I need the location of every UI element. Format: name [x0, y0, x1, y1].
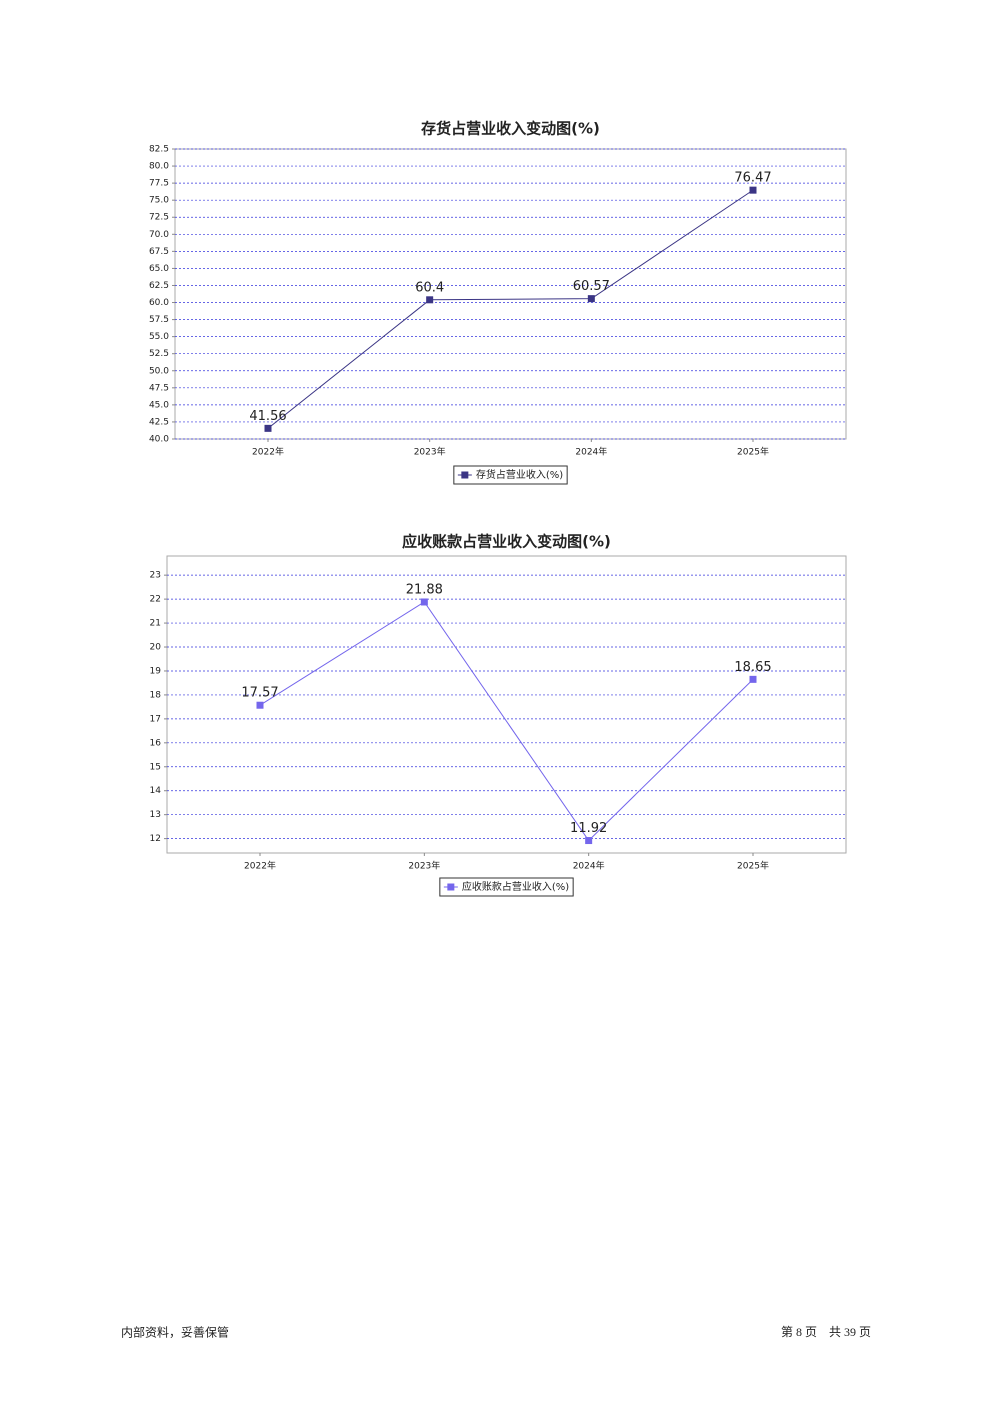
x-tick-label: 2022年: [252, 446, 284, 458]
y-tick-label: 55.0: [149, 332, 169, 342]
point-marker: [426, 296, 434, 304]
data-label: 41.56: [249, 409, 286, 424]
legend-marker: [447, 883, 455, 891]
x-tick-label: 2023年: [414, 446, 446, 458]
x-tick-label: 2025年: [737, 446, 769, 458]
data-label: 60.57: [573, 279, 610, 294]
y-tick-label: 57.5: [149, 315, 169, 325]
data-label: 17.57: [241, 686, 278, 701]
y-tick-label: 14: [150, 786, 162, 796]
x-tick-label: 2025年: [737, 860, 769, 872]
y-tick-label: 18: [150, 690, 162, 700]
y-tick-label: 19: [150, 666, 162, 676]
x-tick-label: 2024年: [575, 446, 607, 458]
point-marker: [749, 186, 757, 194]
y-tick-label: 80.0: [149, 162, 169, 172]
y-tick-label: 15: [150, 762, 161, 772]
x-tick-label: 2022年: [244, 860, 276, 872]
chart-title: 应收账款占营业收入变动图(%): [402, 533, 611, 551]
y-tick-label: 20: [150, 643, 162, 653]
point-marker: [420, 598, 428, 606]
legend-marker: [461, 471, 469, 479]
point-marker: [749, 675, 757, 683]
y-tick-label: 75.0: [149, 196, 169, 206]
point-marker: [587, 295, 595, 303]
legend-label: 应收账款占营业收入(%): [462, 880, 569, 893]
data-label: 76.47: [734, 171, 771, 186]
y-tick-label: 12: [150, 834, 161, 844]
footer-left: 内部资料，妥善保管: [121, 1325, 229, 1340]
y-tick-label: 70.0: [149, 230, 169, 240]
y-tick-label: 72.5: [149, 213, 169, 223]
plot-frame: [166, 555, 847, 854]
point-marker: [264, 424, 272, 432]
x-tick-label: 2024年: [573, 860, 605, 872]
data-label: 18.65: [734, 660, 771, 675]
point-marker: [256, 701, 264, 709]
y-tick-label: 77.5: [149, 179, 169, 189]
series-line: [259, 601, 754, 842]
y-tick-label: 65.0: [149, 264, 169, 274]
legend-box: [453, 465, 568, 485]
y-tick-label: 60.0: [149, 298, 169, 308]
chart-title: 存货占营业收入变动图(%): [421, 120, 600, 138]
legend-label: 存货占营业收入(%): [476, 468, 563, 481]
x-tick-label: 2023年: [408, 860, 440, 872]
y-tick-label: 22: [150, 595, 161, 605]
data-label: 60.4: [415, 280, 444, 295]
y-tick-label: 45.0: [149, 400, 169, 410]
data-label: 21.88: [406, 582, 443, 597]
data-label: 11.92: [570, 821, 607, 836]
y-tick-label: 16: [150, 738, 162, 748]
y-tick-label: 67.5: [149, 247, 169, 257]
point-marker: [585, 837, 593, 845]
y-tick-label: 23: [150, 571, 161, 581]
plot-frame: [174, 148, 847, 440]
y-tick-label: 21: [150, 619, 161, 629]
y-tick-label: 47.5: [149, 383, 169, 393]
y-tick-label: 82.5: [149, 145, 169, 155]
y-tick-label: 13: [150, 810, 161, 820]
footer-right: 第 8 页 共 39 页: [781, 1325, 871, 1339]
y-tick-label: 50.0: [149, 366, 169, 376]
series-line: [267, 189, 754, 429]
y-tick-label: 62.5: [149, 281, 169, 291]
y-tick-label: 40.0: [149, 435, 169, 445]
y-tick-label: 17: [150, 714, 161, 724]
y-tick-label: 42.5: [149, 417, 169, 427]
legend-box: [439, 877, 574, 897]
y-tick-label: 52.5: [149, 349, 169, 359]
